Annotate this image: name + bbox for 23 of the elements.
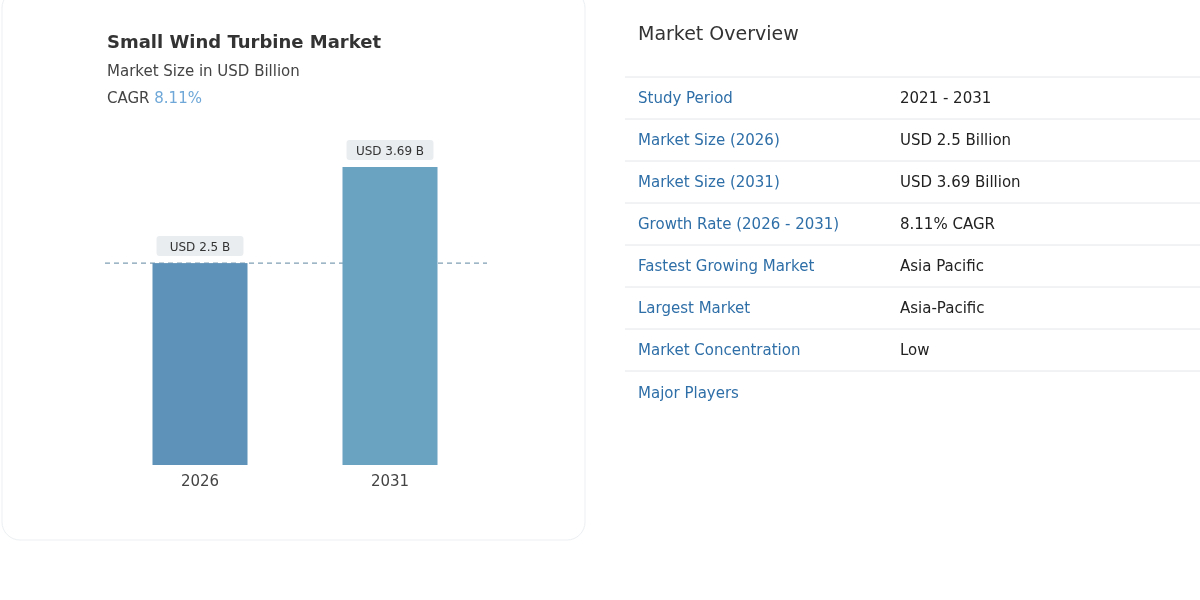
text: Market Overview <box>638 22 799 44</box>
text: CAGR 8.11% <box>107 89 202 107</box>
text: Market Size (2026) <box>638 131 780 149</box>
text: 8.11% CAGR <box>900 215 995 233</box>
chart-title: Small Wind Turbine Market <box>107 31 382 52</box>
text: Growth Rate (2026 - 2031) <box>638 215 840 233</box>
text: Low <box>900 341 930 359</box>
text: USD 2.5 Billion <box>900 131 1012 149</box>
chart-subtitle: Market Size in USD Billion <box>107 62 300 80</box>
x-tick-label: 2026 <box>180 471 220 490</box>
text: Market Concentration <box>638 341 801 359</box>
x-tick-label: 2031 <box>370 471 410 490</box>
text: Study Period <box>638 89 733 107</box>
text: 2021 - 2031 <box>900 89 992 107</box>
text: Asia-Pacific <box>900 299 985 317</box>
text: Major Players <box>638 384 740 402</box>
text: Fastest Growing Market <box>638 257 815 275</box>
data-label: USD 2.5 B <box>169 240 231 255</box>
data-label: USD 3.69 B <box>355 144 425 158</box>
text: USD 3.69 Billion <box>900 173 1021 191</box>
text: Largest Market <box>638 299 751 317</box>
text: Asia Pacific <box>900 257 984 275</box>
text: Market Size (2031) <box>638 173 780 191</box>
